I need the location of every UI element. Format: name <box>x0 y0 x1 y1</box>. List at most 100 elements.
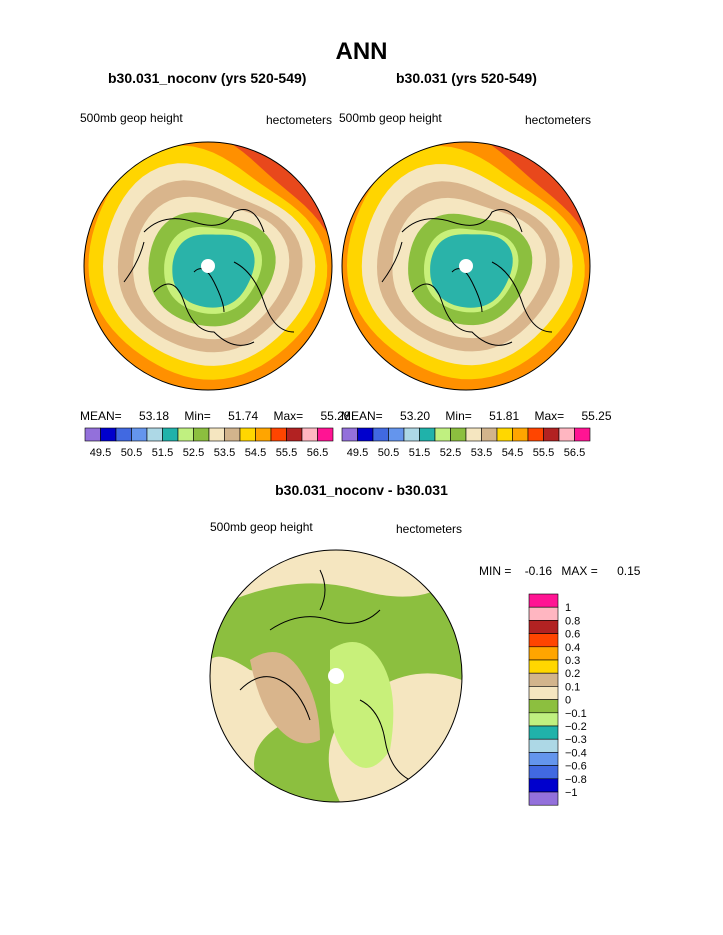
diff-colorbar-tick-label: −0.2 <box>565 721 587 733</box>
panel-2-title: b30.031 (yrs 520-549) <box>396 70 537 86</box>
panel-1-colorbar-swatch-2 <box>115 427 132 442</box>
panel-2-min-value: 51.81 <box>489 409 520 423</box>
panel-1-max-value: 55.28 <box>320 409 351 423</box>
diff-band-plus-0-1 <box>250 652 320 744</box>
panel-2-colorbar-tick-label: 50.5 <box>378 447 399 459</box>
diff-colorbar-tick-label: 0.4 <box>565 642 580 654</box>
panel-1-pole-marker <box>201 259 215 273</box>
panel-1-map-border <box>83 141 333 391</box>
panel-1-colorbar-swatch-8 <box>208 427 225 442</box>
diff-colorbar-swatch-2 <box>528 620 559 634</box>
panel-1-colorbar-swatch-11 <box>255 427 272 442</box>
panel-1-title: b30.031_noconv (yrs 520-549) <box>108 70 307 86</box>
panel-2-colorbar-swatch-1 <box>357 427 374 442</box>
diff-min-label: MIN = <box>479 564 512 578</box>
panel-1-colorbar-tick-label: 50.5 <box>121 447 142 459</box>
panel-1-colorbar-swatch-12 <box>270 427 287 442</box>
diff-units: hectometers <box>396 522 463 536</box>
panel-2-colorbar-swatch-14 <box>558 427 575 442</box>
panel-1-colorbar-swatch-6 <box>177 427 194 442</box>
diff-pole-marker <box>328 668 344 684</box>
panel-1-colorbar-swatch-10 <box>239 427 256 442</box>
panel-2-stats: MEAN= 53.20 Min= 51.81 Max= 55.25 <box>341 409 612 423</box>
panel-2-colorbar-swatch-3 <box>388 427 405 442</box>
panel-1-colorbar-swatch-15 <box>317 427 334 442</box>
panel-2-colorbar-swatch-6 <box>434 427 451 442</box>
diff-colorbar-tick-label: 0.1 <box>565 681 580 693</box>
panel-2-min-label: Min= <box>445 409 472 423</box>
panel-2-colorbar-swatch-9 <box>481 427 498 442</box>
panel-2-colorbar-tick-label: 53.5 <box>471 447 492 459</box>
diff-colorbar-swatch-4 <box>528 646 559 661</box>
panel-2-field-label: 500mb geop height <box>339 111 442 125</box>
panel-1-field-label: 500mb geop height <box>80 111 183 125</box>
diff-max-value: 0.15 <box>617 564 641 578</box>
panel-2-coastline-3 <box>381 241 403 283</box>
panel-1-colorbar-swatch-7 <box>193 427 210 442</box>
panel-2-colorbar-swatch-2 <box>372 427 389 442</box>
diff-map-border <box>209 549 463 803</box>
diff-band-minus-0-2 <box>330 642 394 768</box>
panel-2-coastline-2 <box>491 261 553 333</box>
panel-2-colorbar-swatch-15 <box>574 427 591 442</box>
diff-colorbar-swatch-7 <box>528 686 559 700</box>
panel-1-max-label: Max= <box>273 409 304 423</box>
diff-colorbar-swatch-8 <box>528 699 559 714</box>
diff-coastline-1 <box>239 676 311 721</box>
panel-2-colorbar-tick-label: 56.5 <box>564 447 585 459</box>
page-title: ANN <box>335 38 388 65</box>
panel-2-mean-label: MEAN= <box>341 409 383 423</box>
diff-stats: MIN = -0.16 MAX = 0.15 <box>479 564 640 578</box>
panel-2-coastline-1 <box>411 283 513 346</box>
panel-2-pole-marker <box>459 259 473 273</box>
panel-1-min-value: 51.74 <box>228 409 259 423</box>
panel-1-colorbar-swatch-9 <box>224 427 241 442</box>
panel-1-coastline-1 <box>153 283 255 346</box>
panel-1-min-label: Min= <box>184 409 211 423</box>
panel-1-colorbar-swatch-5 <box>162 427 179 442</box>
panel-2-polar-map <box>341 141 591 391</box>
diff-colorbar-swatch-12 <box>528 752 559 766</box>
diff-colorbar-tick-label: 0.6 <box>565 629 580 641</box>
panel-1-coastline-3 <box>123 241 145 283</box>
panel-1-colorbar-tick-label: 52.5 <box>183 447 204 459</box>
panel-2-max-value: 55.25 <box>581 409 612 423</box>
panel-1-colorbar-tick-label: 55.5 <box>276 447 297 459</box>
diff-colorbar-swatch-6 <box>528 672 559 687</box>
panel-1-units: hectometers <box>266 113 333 127</box>
diff-colorbar-tick-label: −0.3 <box>565 734 587 746</box>
panel-2-coastline-4 <box>451 268 483 313</box>
diff-colorbar-tick-label: 0.2 <box>565 668 580 680</box>
diff-colorbar-tick-label: 0.3 <box>565 655 580 667</box>
panel-1-coastline-2 <box>233 261 295 333</box>
diff-colorbar-tick-label: 1 <box>565 602 571 614</box>
panel-2-max-label: Max= <box>534 409 565 423</box>
panel-1-colorbar-swatch-3 <box>131 427 148 442</box>
panel-2-colorbar-tick-label: 54.5 <box>502 447 523 459</box>
diff-max-label: MAX = <box>561 564 598 578</box>
panel-1-colorbar-tick-label: 49.5 <box>90 447 111 459</box>
diff-colorbar-tick-label: −0.6 <box>565 761 587 773</box>
panel-2-colorbar-tick-label: 52.5 <box>440 447 461 459</box>
diff-coastline-2 <box>359 699 411 781</box>
panel-1-coastline-0 <box>143 209 265 233</box>
panel-2-colorbar-tick-label: 55.5 <box>533 447 554 459</box>
panel-1-mean-label: MEAN= <box>80 409 122 423</box>
diff-colorbar-tick-label: 0.8 <box>565 615 580 627</box>
panel-2-coastline-0 <box>401 209 523 233</box>
panel-2-colorbar: 49.5 50.5 51.5 52.5 53.5 54.5 55.5 56.5 <box>341 427 591 459</box>
diff-colorbar-swatch-15 <box>528 791 559 806</box>
panel-1-band-51-74 <box>172 234 255 308</box>
diff-colorbar-tick-label: 0 <box>565 695 571 707</box>
diff-colorbar: 10.8 0.60.40.30.20.1 0−0.1−0.2−0.3−0.4 −0.6… <box>528 593 587 806</box>
panel-2-colorbar-swatch-7 <box>450 427 467 442</box>
panel-1-colorbar-tick-label: 54.5 <box>245 447 266 459</box>
diff-coastline-0 <box>269 609 381 631</box>
panel-1-stats: MEAN= 53.18 Min= 51.74 Max= 55.28 <box>80 409 351 423</box>
panel-2-colorbar-tick-label: 49.5 <box>347 447 368 459</box>
panel-2-colorbar-tick-label: 51.5 <box>409 447 430 459</box>
panel-1-colorbar-tick-label: 56.5 <box>307 447 328 459</box>
diff-polar-map <box>209 549 463 803</box>
diff-colorbar-swatch-1 <box>528 606 559 621</box>
diff-colorbar-swatch-14 <box>528 778 559 793</box>
